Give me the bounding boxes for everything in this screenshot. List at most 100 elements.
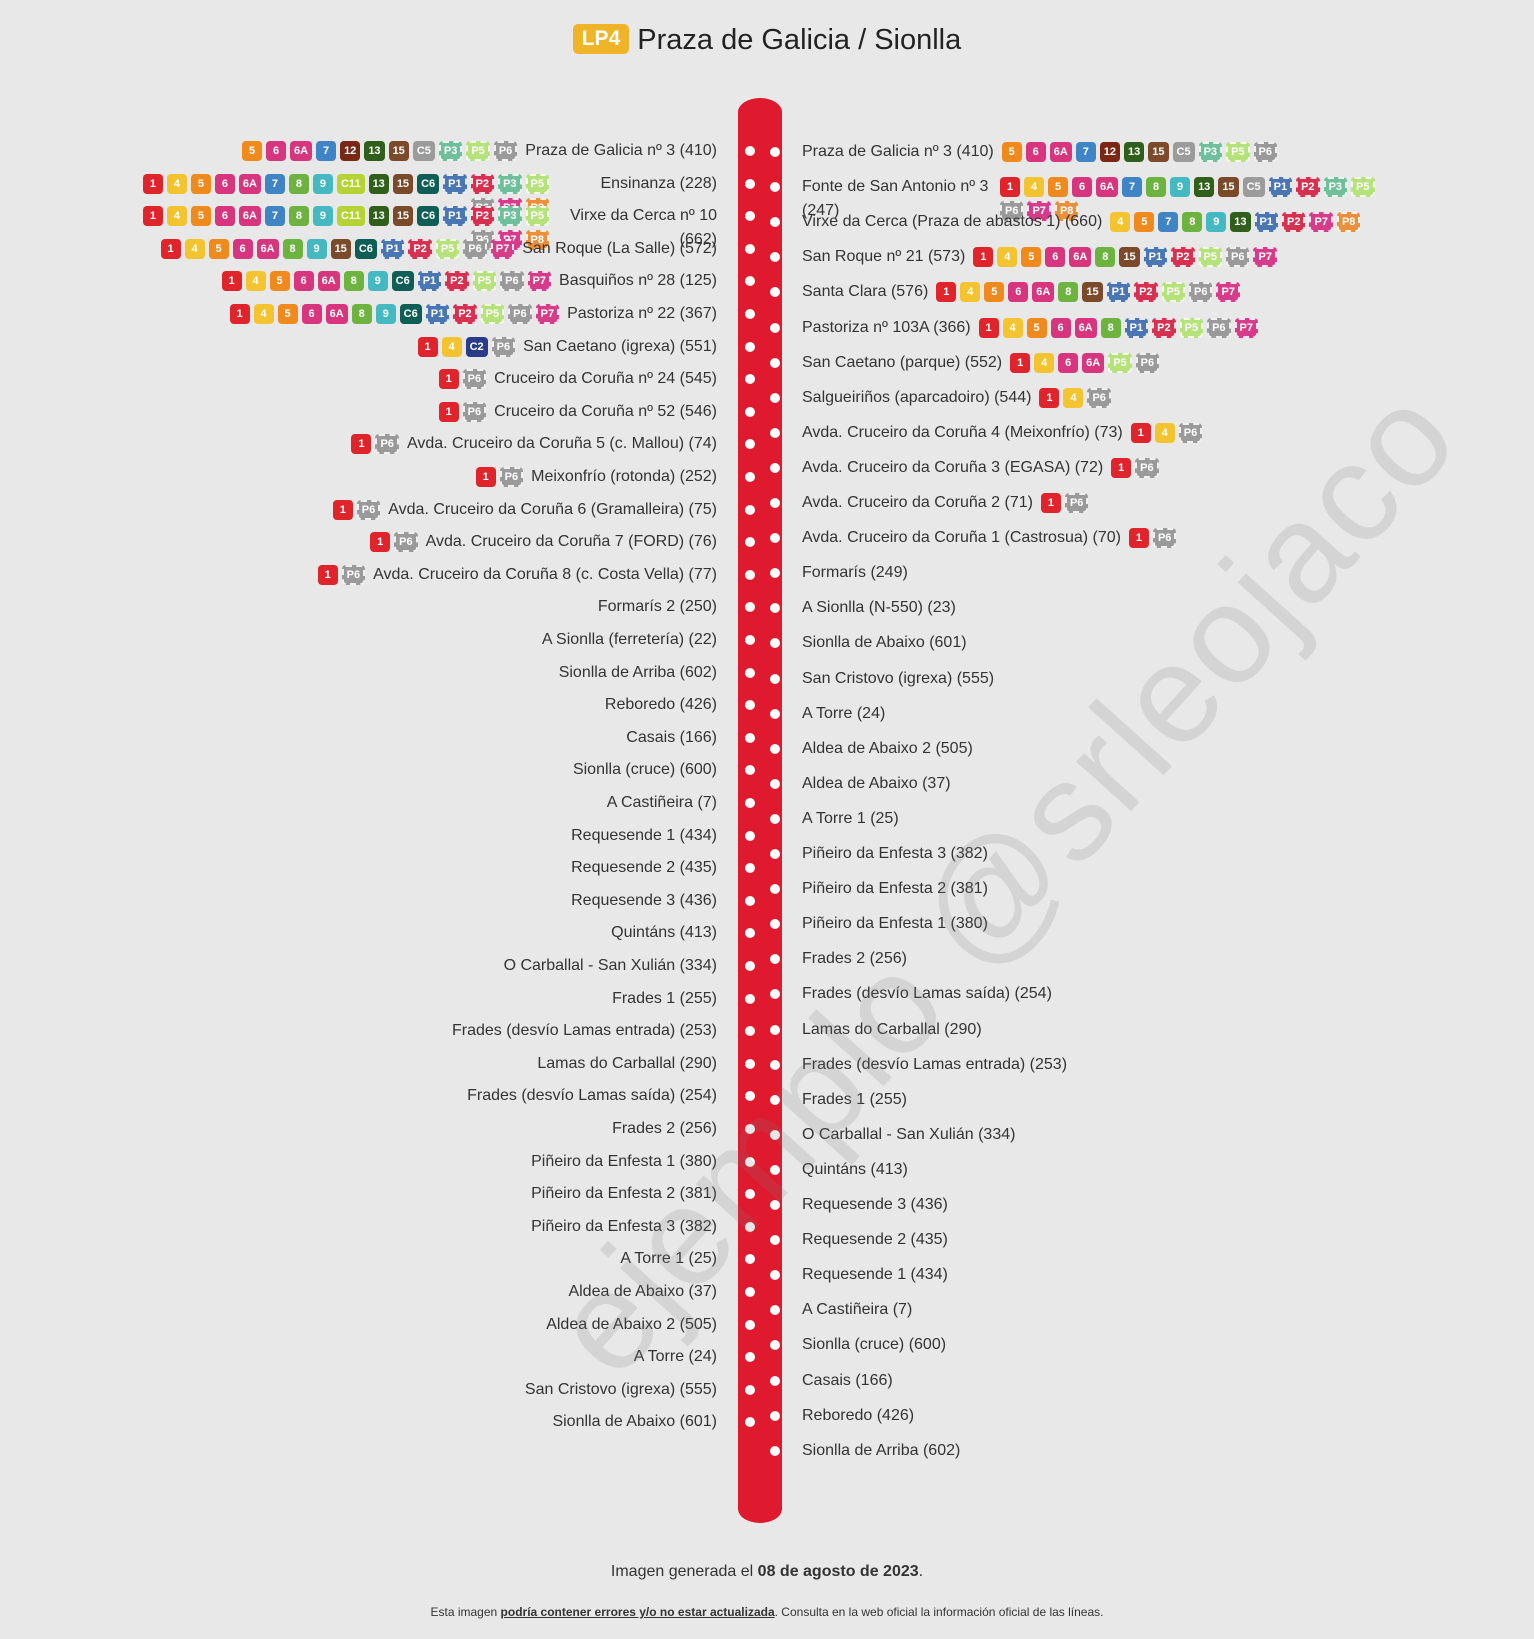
- line-badge-p3[interactable]: P3: [1198, 142, 1223, 162]
- stop-row[interactable]: Virxe da Cerca (Praza de abastos 1) (660…: [802, 210, 1522, 234]
- line-badge-p5[interactable]: P5: [1179, 317, 1204, 338]
- line-badge-15[interactable]: 15: [1148, 142, 1169, 162]
- line-badge-6a[interactable]: 6A: [1096, 177, 1119, 198]
- stop-row[interactable]: Frades 1 (255): [0, 987, 717, 1011]
- line-badge-9[interactable]: 9: [375, 304, 396, 324]
- stop-row[interactable]: O Carballal - San Xulián (334): [0, 954, 717, 978]
- line-badge-7[interactable]: 7: [1122, 177, 1143, 198]
- stop-row[interactable]: Sionlla de Abaixo (601): [0, 1410, 717, 1434]
- line-badge-p5[interactable]: P5: [472, 271, 497, 292]
- line-badge-p1[interactable]: P1: [443, 206, 467, 227]
- stop-row[interactable]: San Roque nº 21 (573) 1 4 5 6 6A 8 15 P1 P2 P5 P6 P7: [802, 245, 1522, 269]
- stop-row[interactable]: Sionlla de Arriba (602): [802, 1439, 1522, 1463]
- line-badge-7[interactable]: 7: [264, 173, 285, 194]
- stop-row[interactable]: 1 4 5 6 6A 8 9 C6 P1 P2 P5 P6 P7 Pastoriza nº 22 (367…: [0, 302, 717, 326]
- line-badge-1[interactable]: 1: [1010, 352, 1031, 373]
- stop-row[interactable]: San Caetano (parque) (552) 1 4 6 6A P5 P6: [802, 351, 1522, 375]
- stop-row[interactable]: Sionlla (cruce) (600): [802, 1333, 1522, 1357]
- stop-row[interactable]: Piñeiro da Enfesta 3 (382): [0, 1215, 717, 1239]
- line-badge-5[interactable]: 5: [269, 271, 290, 292]
- line-badge-6[interactable]: 6: [1050, 317, 1071, 338]
- stop-row[interactable]: Frades (desvío Lamas saída) (254): [0, 1084, 717, 1108]
- line-badge-1[interactable]: 1: [417, 336, 438, 357]
- stop-row[interactable]: Formarís (249): [802, 561, 1522, 585]
- line-badge-6[interactable]: 6: [1072, 177, 1092, 198]
- line-badge-p6[interactable]: P6: [341, 564, 366, 585]
- stop-row[interactable]: Avda. Cruceiro da Coruña 3 (EGASA) (72) 1…: [802, 456, 1522, 480]
- stop-row[interactable]: Avda. Cruceiro da Coruña 2 (71) 1 P6: [802, 491, 1522, 515]
- line-badge-9[interactable]: 9: [312, 173, 333, 194]
- line-badge-p2[interactable]: P2: [1296, 177, 1320, 198]
- stop-row[interactable]: Casais (166): [802, 1369, 1522, 1393]
- stop-row[interactable]: 14566A789C111315C6P1P2P3P5P6P7P8Virxe da…: [0, 204, 717, 252]
- line-badge-4[interactable]: 4: [166, 206, 187, 227]
- line-badge-1[interactable]: 1: [438, 401, 459, 422]
- line-badge-p2[interactable]: P2: [1282, 212, 1306, 233]
- line-badge-4[interactable]: 4: [253, 304, 274, 324]
- stop-row[interactable]: A Sionlla (N-550) (23): [802, 596, 1522, 620]
- line-badge-1[interactable]: 1: [1128, 528, 1149, 549]
- line-badge-8[interactable]: 8: [1058, 282, 1079, 303]
- stop-row[interactable]: Aldea de Abaixo (37): [0, 1280, 717, 1304]
- line-badge-7[interactable]: 7: [1158, 212, 1179, 233]
- line-badge-p6[interactable]: P6: [356, 499, 381, 520]
- line-badge-4[interactable]: 4: [1024, 177, 1044, 198]
- stop-row[interactable]: 1 4 5 6 6A 8 9 C6 P1 P2 P5 P6 P7 Basquiños nº 28 (125…: [0, 269, 717, 293]
- line-badge-c5[interactable]: C5: [412, 141, 435, 161]
- line-badge-6a[interactable]: 6A: [325, 304, 348, 324]
- line-badge-p5[interactable]: P5: [435, 238, 460, 259]
- line-badge-p7[interactable]: P7: [1309, 212, 1333, 233]
- line-badge-p5[interactable]: P5: [1108, 352, 1132, 373]
- stop-row[interactable]: Frades 1 (255): [802, 1088, 1522, 1112]
- line-badge-1[interactable]: 1: [351, 434, 372, 455]
- line-badge-p6[interactable]: P6: [500, 271, 524, 292]
- stop-row[interactable]: Reboredo (426): [802, 1404, 1522, 1428]
- line-badge-p1[interactable]: P1: [1106, 282, 1131, 303]
- line-badge-p7[interactable]: P7: [1027, 201, 1051, 222]
- line-badge-p6[interactable]: P6: [499, 467, 524, 487]
- stop-row[interactable]: San Cristovo (igrexa) (555): [802, 667, 1522, 691]
- line-badge-1[interactable]: 1: [936, 282, 957, 303]
- line-badge-p6[interactable]: P6: [1178, 422, 1203, 443]
- stop-row[interactable]: Formarís 2 (250): [0, 595, 717, 619]
- line-badge-p2[interactable]: P2: [1152, 317, 1176, 338]
- line-badge-1[interactable]: 1: [1130, 422, 1151, 443]
- line-badge-p6[interactable]: P6: [1189, 282, 1213, 303]
- stop-row[interactable]: 1 P6 Avda. Cruceiro da Coruña 5 (c. Mallou…: [0, 432, 717, 456]
- line-badge-5[interactable]: 5: [277, 304, 298, 324]
- stop-row[interactable]: Pastoriza nº 103A (366) 1 4 5 6 6A 8 P1 P2 P5 P6 P7: [802, 316, 1522, 340]
- line-badge-8[interactable]: 8: [1146, 177, 1167, 198]
- line-badge-p7[interactable]: P7: [490, 238, 515, 259]
- line-badge-c6[interactable]: C6: [391, 271, 414, 292]
- stop-row[interactable]: Fonte de San Antonio nº 3 (247) 1 4 5 6 6A 7 8 9…: [802, 175, 1522, 223]
- stop-row[interactable]: Requesende 2 (435): [802, 1228, 1522, 1252]
- line-badge-p3[interactable]: P3: [498, 206, 522, 227]
- line-badge-p7[interactable]: P7: [535, 304, 560, 324]
- stop-row[interactable]: Quintáns (413): [802, 1158, 1522, 1182]
- line-badge-p6[interactable]: P6: [462, 401, 487, 422]
- stop-row[interactable]: Frades (desvío Lamas entrada) (253): [802, 1053, 1522, 1077]
- line-badge-13[interactable]: 13: [368, 173, 389, 194]
- line-badge-1[interactable]: 1: [438, 369, 459, 390]
- stop-row[interactable]: Piñeiro da Enfesta 2 (381): [802, 877, 1522, 901]
- line-badge-4[interactable]: 4: [441, 336, 462, 357]
- stop-row[interactable]: Frades 2 (256): [0, 1117, 717, 1141]
- line-badge-5[interactable]: 5: [1021, 247, 1042, 268]
- line-badge-4[interactable]: 4: [1063, 387, 1084, 408]
- line-badge-c5[interactable]: C5: [1172, 142, 1195, 162]
- line-badge-p5[interactable]: P5: [1161, 282, 1186, 303]
- stop-row[interactable]: Requesende 1 (434): [802, 1263, 1522, 1287]
- line-badge-8[interactable]: 8: [1182, 212, 1203, 233]
- line-badge-7[interactable]: 7: [264, 206, 285, 227]
- line-badge-p6[interactable]: P6: [493, 141, 518, 161]
- line-badge-6[interactable]: 6: [1025, 142, 1046, 162]
- line-badge-6a[interactable]: 6A: [1082, 352, 1105, 373]
- line-badge-4[interactable]: 4: [1034, 352, 1055, 373]
- stop-row[interactable]: Salgueiriños (aparcadoiro) (544) 1 4 P6: [802, 386, 1522, 410]
- line-badge-4[interactable]: 4: [960, 282, 981, 303]
- line-badge-p7[interactable]: P7: [527, 271, 552, 292]
- line-badge-8[interactable]: 8: [288, 206, 309, 227]
- line-badge-5[interactable]: 5: [242, 141, 262, 161]
- line-badge-p5[interactable]: P5: [466, 141, 490, 161]
- stop-row[interactable]: Piñeiro da Enfesta 1 (380): [802, 912, 1522, 936]
